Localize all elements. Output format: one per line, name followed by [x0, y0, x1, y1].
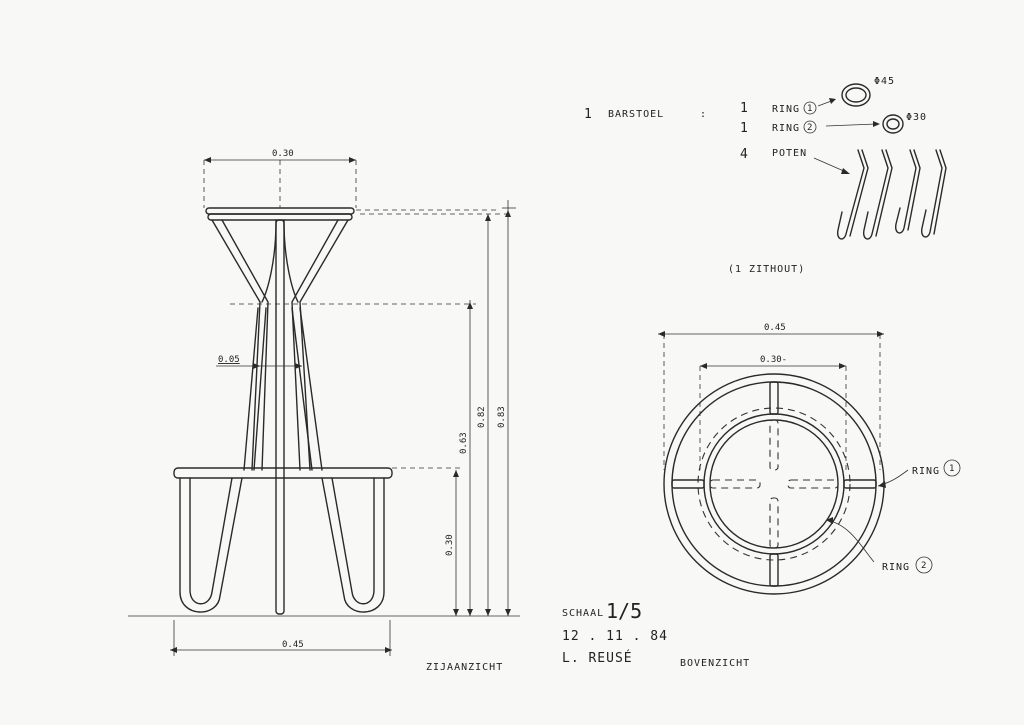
spoke-top: [769, 381, 779, 415]
spoke-left: [671, 479, 705, 489]
ring1-inner: [671, 381, 877, 587]
item2-qty: 1: [740, 121, 749, 136]
item3-name: POTEN: [772, 148, 807, 159]
ring2-sketch: [882, 114, 904, 134]
side-view-label: ZIJAANZICHT: [426, 662, 503, 673]
seat-top: [205, 207, 355, 215]
leg-sketch-1: [836, 149, 865, 240]
dim-total-height: 0.83: [497, 406, 507, 428]
seat-ring: [207, 213, 353, 221]
center-post: [275, 219, 285, 615]
seat-hidden-outline: [697, 407, 851, 561]
spoke-right: [843, 479, 877, 489]
seat-note: (1 ZITHOUT): [728, 264, 805, 275]
dim-base-width: 0.45: [282, 640, 304, 650]
dim-footrest-height: 0.30: [445, 534, 455, 556]
dim-waist-height: 0.63: [459, 432, 469, 454]
dim-leg-gap: 0.05: [218, 355, 240, 365]
item1-num: 1: [807, 104, 812, 114]
product-name: BARSTOEL: [608, 109, 664, 120]
top-view-label: BOVENZICHT: [680, 658, 750, 669]
ring2-num: 2: [921, 561, 926, 571]
leg-lower-right: [299, 307, 323, 471]
scale-value: 1/5: [606, 599, 642, 623]
ring1-outer: [663, 373, 885, 595]
dim-seat-height: 0.82: [477, 406, 487, 428]
foot-left: [179, 477, 243, 613]
top-view: 0.45 0.30- RING 1 RING 2: [658, 323, 961, 669]
dim-outer: 0.45: [764, 323, 786, 333]
scale-label: SCHAAL: [562, 608, 604, 619]
leg-lower-left: [243, 307, 259, 471]
ring2-inner: [709, 419, 839, 549]
drawing-date: 12 . 11 . 84: [562, 629, 668, 644]
item2-size: Φ30: [906, 112, 927, 123]
leg-center-left: [261, 219, 277, 303]
parts-list: 1 BARSTOEL : 1 RING 1 Φ45 1 RING 2 Φ30 4…: [584, 76, 947, 275]
dim-seat-width: 0.30: [272, 149, 294, 159]
leg-lower-right-b: [291, 307, 313, 471]
leg-upper-left-inner: [221, 219, 269, 471]
drawing-author: L. REUSÉ: [562, 650, 633, 666]
leg-lower-left-b: [253, 307, 267, 471]
item2-num: 2: [807, 123, 812, 133]
ring1-sketch: [841, 83, 871, 107]
dim-inner: 0.30-: [760, 355, 787, 365]
leg-sketch-2: [862, 149, 889, 240]
foot-right: [321, 477, 385, 613]
product-separator: :: [700, 109, 707, 120]
leg-sketch-4: [920, 149, 943, 238]
item1-qty: 1: [740, 101, 749, 116]
leg-sketch-3: [894, 149, 917, 234]
product-qty: 1: [584, 107, 593, 122]
ring2-label: RING: [882, 562, 910, 573]
side-view: 0.30 0.05 0.45 0.30 0.63 0.82: [128, 149, 520, 673]
item1-size: Φ45: [874, 76, 895, 87]
leg-upper-right: [299, 219, 349, 471]
ring1-num: 1: [949, 464, 954, 474]
ring2-outer: [703, 413, 845, 555]
item3-qty: 4: [740, 147, 749, 162]
footrest-ring: [173, 467, 393, 479]
ring1-label: RING: [912, 466, 940, 477]
title-block: SCHAAL 1/5 12 . 11 . 84 L. REUSÉ: [562, 599, 668, 666]
spoke-bottom: [769, 553, 779, 587]
leg-center-right: [283, 219, 299, 303]
item2-name: RING: [772, 123, 800, 134]
leg-upper-left: [211, 219, 261, 471]
leg-upper-right-inner: [291, 219, 339, 471]
item1-name: RING: [772, 104, 800, 115]
